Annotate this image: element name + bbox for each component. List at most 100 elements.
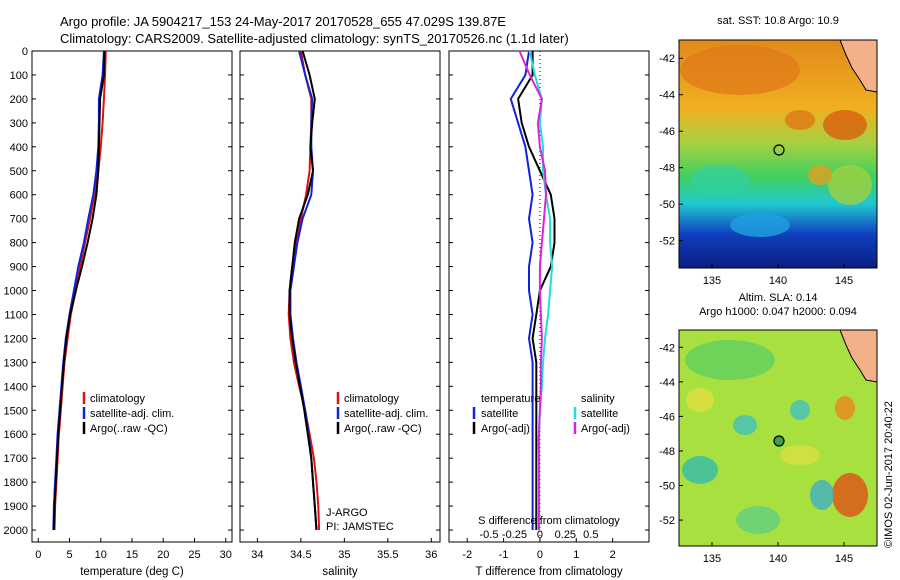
legend-satellite: satellite-adj. clim. xyxy=(90,408,174,420)
map-x-tick-label: 145 xyxy=(835,553,853,565)
map-y-tick-label: -48 xyxy=(659,446,675,458)
depth-tick-label: 1600 xyxy=(4,429,28,441)
sla-map-axes: 135 140 145 -42 -44 -46 -48 -50 -52 xyxy=(659,342,853,565)
map-y-tick-label: -42 xyxy=(659,53,675,65)
series-line-temperature-argo--adj- xyxy=(517,51,556,530)
temperature-legend: climatology satellite-adj. clim. Argo(..… xyxy=(82,392,174,435)
map-y-tick-label: -42 xyxy=(659,342,675,354)
argo-location-marker xyxy=(773,144,785,156)
legend-salinity-heading: salinity xyxy=(581,393,615,405)
legend-s-argo: Argo(-adj) xyxy=(581,423,630,435)
credit-pi: PI: JAMSTEC xyxy=(326,521,394,533)
map-y-tick-label: -52 xyxy=(659,515,675,527)
legend-climatology: climatology xyxy=(344,393,400,405)
sla-map xyxy=(679,330,877,546)
depth-tick-label: 800 xyxy=(10,238,28,250)
x-tick-label: 10 xyxy=(95,549,107,561)
x-tick-label: 30 xyxy=(220,549,232,561)
map-y-tick-label: -52 xyxy=(659,236,675,248)
map-y-tick-label: -50 xyxy=(659,199,675,211)
x-tick-label: 35 xyxy=(338,549,350,561)
x-tick-label: 34 xyxy=(251,549,263,561)
map-x-tick-label: 140 xyxy=(769,553,787,565)
salinity-series xyxy=(287,50,321,531)
depth-tick-label: 900 xyxy=(10,262,28,274)
legend-t-argo: Argo(-adj) xyxy=(481,423,530,435)
salinity-x-axis: 34 34.5 35 35.5 36 xyxy=(251,538,437,561)
series-line-salinity-argo--adj- xyxy=(518,50,548,530)
temperature-panel xyxy=(31,50,233,543)
legend-satellite: satellite-adj. clim. xyxy=(344,408,428,420)
sst-map-axes: 135 140 145 -42 -44 -46 -48 -50 -52 xyxy=(659,53,853,287)
depth-tick-label: 1700 xyxy=(4,453,28,465)
map-x-tick-label: 135 xyxy=(703,275,721,287)
map-y-tick-label: -44 xyxy=(659,90,675,102)
x-tick-label: 36 xyxy=(425,549,437,561)
x-tick-label: -1 xyxy=(499,549,509,561)
s-tick-label: -0.5 xyxy=(480,529,499,541)
depth-tick-label: 300 xyxy=(10,118,28,130)
x-tick-label: 5 xyxy=(66,549,72,561)
x-tick-label: 25 xyxy=(188,549,200,561)
depth-tick-label: 0 xyxy=(22,46,28,58)
depth-tick-label: 1400 xyxy=(4,381,28,393)
watermark: ©IMOS 02-Jun-2017 20:40:22 xyxy=(883,401,895,548)
t-diff-x-axis: -2 -1 0 1 2 xyxy=(462,538,616,561)
argo-location-marker xyxy=(773,435,785,447)
depth-tick-label: 700 xyxy=(10,214,28,226)
depth-tick-label: 500 xyxy=(10,166,28,178)
sla-map-subtitle: Argo h1000: 0.047 h2000: 0.094 xyxy=(699,306,857,318)
map-x-tick-label: 145 xyxy=(835,275,853,287)
map-y-tick-label: -50 xyxy=(659,481,675,493)
depth-tick-label: 1000 xyxy=(4,286,28,298)
x-tick-label: 0 xyxy=(35,549,41,561)
credit-program: J-ARGO xyxy=(326,507,368,519)
map-y-tick-label: -44 xyxy=(659,377,675,389)
legend-temperature-heading: temperature xyxy=(481,393,540,405)
temperature-series xyxy=(52,50,107,531)
x-tick-label: 15 xyxy=(126,549,138,561)
series-line-argo---raw--qc- xyxy=(52,50,106,531)
map-y-tick-label: -46 xyxy=(659,411,675,423)
s-tick-label: 0.5 xyxy=(583,529,598,541)
sst-map xyxy=(679,40,877,268)
x-tick-label: 1 xyxy=(573,549,579,561)
depth-tick-label: 1500 xyxy=(4,405,28,417)
s-tick-label: -0.25 xyxy=(502,529,527,541)
depth-tick-label: 1900 xyxy=(4,501,28,513)
map-x-tick-label: 135 xyxy=(703,553,721,565)
series-line-argo---raw--qc- xyxy=(288,50,318,531)
salinity-legend: climatology satellite-adj. clim. Argo(..… xyxy=(336,392,428,435)
s-tick-label: 0.25 xyxy=(555,529,576,541)
s-diff-x-axis: -0.5-0.2500.250.5 xyxy=(480,529,599,541)
temperature-x-axis: 0 5 10 15 20 25 30 xyxy=(35,538,232,561)
depth-tick-label: 1200 xyxy=(4,333,28,345)
map-y-tick-label: -48 xyxy=(659,163,675,175)
salinity-xlabel: salinity xyxy=(322,566,357,578)
series-line-climatology xyxy=(287,50,321,531)
title-line-1: Argo profile: JA 5904217_153 24-May-2017… xyxy=(60,14,506,29)
legend-climatology: climatology xyxy=(90,393,146,405)
x-tick-label: 35.5 xyxy=(377,549,398,561)
depth-axis: 0 100 200 300 400 500 600 700 800 900 1000 1100 1200… xyxy=(4,46,649,537)
depth-tick-label: 2000 xyxy=(4,525,28,537)
depth-tick-label: 1100 xyxy=(4,309,28,321)
depth-tick-label: 400 xyxy=(10,142,28,154)
depth-tick-label: 100 xyxy=(10,70,28,82)
map-y-tick-label: -46 xyxy=(659,126,675,138)
x-tick-label: -2 xyxy=(462,549,472,561)
depth-tick-label: 200 xyxy=(10,94,28,106)
series-line-temperature-satellite xyxy=(509,50,534,530)
legend-argo: Argo(..raw -QC) xyxy=(90,423,168,435)
x-tick-label: 2 xyxy=(610,549,616,561)
difference-legend: temperature satellite Argo(-adj) salinit… xyxy=(472,393,630,435)
x-tick-label: 20 xyxy=(157,549,169,561)
depth-tick-label: 600 xyxy=(10,190,28,202)
temperature-xlabel: temperature (deg C) xyxy=(80,566,184,578)
salinity-panel xyxy=(239,50,441,543)
x-tick-label: 0 xyxy=(537,549,543,561)
t-diff-xlabel: T difference from climatology xyxy=(475,566,622,578)
depth-tick-label: 1800 xyxy=(4,477,28,489)
x-tick-label: 34.5 xyxy=(290,549,311,561)
